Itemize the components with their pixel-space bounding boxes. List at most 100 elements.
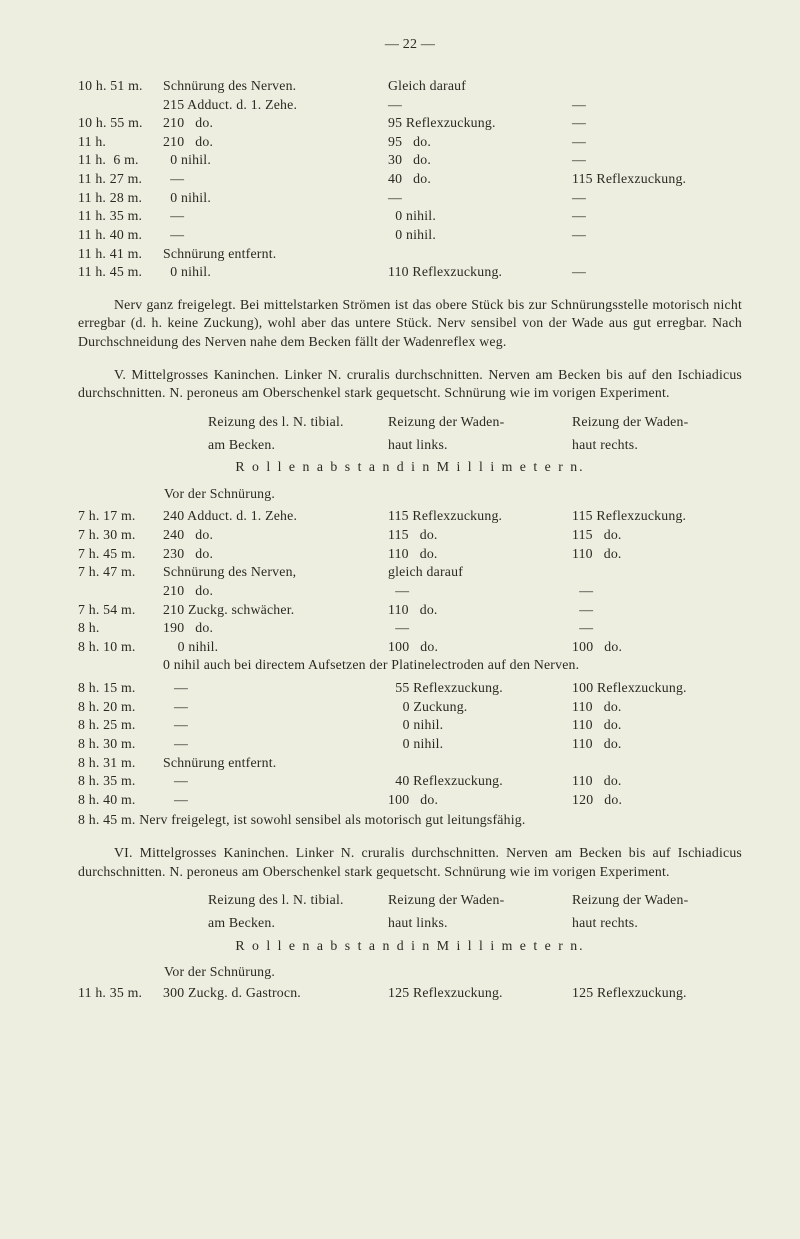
heading-haut-rechts: haut rechts. <box>572 436 742 455</box>
time-cell: 8 h. 35 m. <box>78 772 163 791</box>
measure-cell: — <box>163 170 388 189</box>
time-cell <box>78 96 163 115</box>
measure-cell: 210 do. <box>163 582 388 601</box>
reflex-links-cell: 110 do. <box>388 545 572 564</box>
measure-cell: Schnürung des Nerven. <box>163 77 388 96</box>
time-cell: 10 h. 51 m. <box>78 77 163 96</box>
table-row: 7 h. 17 m.240 Adduct. d. 1. Zehe.115 Ref… <box>78 507 742 526</box>
time-cell: 11 h. 6 m. <box>78 151 163 170</box>
vor-schnurung-b: Vor der Schnürung. <box>164 485 742 504</box>
tail-line: 8 h. 45 m. Nerv freigelegt, ist sowohl s… <box>78 811 742 830</box>
reflex-rechts-cell <box>572 563 742 582</box>
reflex-rechts-cell: 125 Reflexzuckung. <box>572 984 742 1003</box>
measure-cell: — <box>163 772 388 791</box>
time-cell: 7 h. 45 m. <box>78 545 163 564</box>
table-row: 8 h. 31 m.Schnürung entfernt. <box>78 754 742 773</box>
reflex-rechts-cell: — <box>572 263 742 282</box>
heading-tibial-2: Reizung des l. N. tibial. <box>208 891 388 910</box>
time-cell: 11 h. 41 m. <box>78 245 163 264</box>
measure-cell: — <box>163 226 388 245</box>
time-cell: 11 h. 35 m. <box>78 984 163 1003</box>
measure-cell: 0 nihil. <box>163 638 388 657</box>
reflex-links-cell: — <box>388 582 572 601</box>
reflex-links-cell <box>388 245 572 264</box>
paragraph-3: VI. Mittelgrosses Kaninchen. Linker N. c… <box>78 844 742 881</box>
time-cell: 8 h. 10 m. <box>78 638 163 657</box>
table-row: 10 h. 51 m.Schnürung des Nerven.Gleich d… <box>78 77 742 96</box>
measure-cell: 0 nihil. <box>163 151 388 170</box>
reflex-links-cell: 0 Zuckung. <box>388 698 572 717</box>
reflex-links-cell: gleich darauf <box>388 563 572 582</box>
reflex-links-cell: Gleich darauf <box>388 77 572 96</box>
reflex-rechts-cell: 120 do. <box>572 791 742 810</box>
reflex-links-cell: 110 Reflexzuckung. <box>388 263 572 282</box>
vor-schnurung-c: Vor der Schnürung. <box>164 963 742 982</box>
reflex-links-cell: 125 Reflexzuckung. <box>388 984 572 1003</box>
column-heading-c-line1: Reizung des l. N. tibial. Reizung der Wa… <box>78 891 742 910</box>
reflex-links-cell: 0 nihil. <box>388 716 572 735</box>
measure-cell: 240 Adduct. d. 1. Zehe. <box>163 507 388 526</box>
reflex-links-cell: 55 Reflexzuckung. <box>388 679 572 698</box>
time-cell: 11 h. 35 m. <box>78 207 163 226</box>
page-number: — 22 — <box>78 36 742 55</box>
table-row: 8 h. 30 m. — 0 nihil.110 do. <box>78 735 742 754</box>
time-cell <box>78 582 163 601</box>
table-row: 8 h. 35 m. — 40 Reflexzuckung.110 do. <box>78 772 742 791</box>
table-row: 8 h. 15 m. — 55 Reflexzuckung.100 Reflex… <box>78 679 742 698</box>
table-row: 10 h. 55 m.210 do.95 Reflexzuckung.— <box>78 114 742 133</box>
table-row: 7 h. 54 m.210 Zuckg. schwächer.110 do. — <box>78 601 742 620</box>
table-row: 11 h. 6 m. 0 nihil.30 do.— <box>78 151 742 170</box>
measure-cell: 230 do. <box>163 545 388 564</box>
table-row: 11 h. 28 m. 0 nihil.—— <box>78 189 742 208</box>
measure-cell: 210 Zuckg. schwächer. <box>163 601 388 620</box>
mid-note-text: 0 nihil auch bei directem Aufsetzen der … <box>163 656 742 675</box>
table-section-a: 10 h. 51 m.Schnürung des Nerven.Gleich d… <box>78 77 742 282</box>
reflex-rechts-cell <box>572 77 742 96</box>
table-section-b1: 7 h. 17 m.240 Adduct. d. 1. Zehe.115 Ref… <box>78 507 742 656</box>
heading-haut-links: haut links. <box>388 436 572 455</box>
reflex-rechts-cell: 100 Reflexzuckung. <box>572 679 742 698</box>
heading-becken-2: am Becken. <box>208 914 388 933</box>
reflex-links-cell: 0 nihil. <box>388 226 572 245</box>
measure-cell: 0 nihil. <box>163 189 388 208</box>
reflex-links-cell: 115 do. <box>388 526 572 545</box>
table-row: 11 h. 45 m. 0 nihil.110 Reflexzuckung.— <box>78 263 742 282</box>
table-section-b2: 8 h. 15 m. — 55 Reflexzuckung.100 Reflex… <box>78 679 742 809</box>
reflex-rechts-cell: 110 do. <box>572 545 742 564</box>
reflex-rechts-cell: — <box>572 601 742 620</box>
measure-cell: 210 do. <box>163 114 388 133</box>
reflex-links-cell: 100 do. <box>388 638 572 657</box>
time-cell: 11 h. 45 m. <box>78 263 163 282</box>
table-row: 7 h. 47 m.Schnürung des Nerven,gleich da… <box>78 563 742 582</box>
reflex-rechts-cell: — <box>572 151 742 170</box>
table-row: 210 do. — — <box>78 582 742 601</box>
reflex-rechts-cell: 110 do. <box>572 716 742 735</box>
table-row: 11 h. 41 m.Schnürung entfernt. <box>78 245 742 264</box>
reflex-links-cell: — <box>388 189 572 208</box>
table-row: 215 Adduct. d. 1. Zehe.—— <box>78 96 742 115</box>
heading-links-2: Reizung der Waden- <box>388 891 572 910</box>
time-cell: 8 h. 40 m. <box>78 791 163 810</box>
reflex-links-cell: 115 Reflexzuckung. <box>388 507 572 526</box>
time-cell: 8 h. 15 m. <box>78 679 163 698</box>
measure-cell: — <box>163 679 388 698</box>
reflex-rechts-cell: — <box>572 226 742 245</box>
time-cell: 8 h. 30 m. <box>78 735 163 754</box>
reflex-links-cell: 30 do. <box>388 151 572 170</box>
time-cell: 8 h. 20 m. <box>78 698 163 717</box>
reflex-rechts-cell: 110 do. <box>572 735 742 754</box>
measure-cell: 210 do. <box>163 133 388 152</box>
measure-cell: — <box>163 735 388 754</box>
table-row: 11 h. 40 m. — 0 nihil.— <box>78 226 742 245</box>
measure-cell: Schnürung entfernt. <box>163 754 388 773</box>
time-cell: 7 h. 30 m. <box>78 526 163 545</box>
reflex-rechts-cell: — <box>572 619 742 638</box>
heading-tibial: Reizung des l. N. tibial. <box>208 413 388 432</box>
time-cell: 8 h. 31 m. <box>78 754 163 773</box>
reflex-rechts-cell: 110 do. <box>572 772 742 791</box>
time-cell: 7 h. 54 m. <box>78 601 163 620</box>
reflex-links-cell: 0 nihil. <box>388 735 572 754</box>
table-row: 8 h. 10 m. 0 nihil.100 do.100 do. <box>78 638 742 657</box>
paragraph-1: Nerv ganz freigelegt. Bei mittelstarken … <box>78 296 742 352</box>
reflex-rechts-cell: — <box>572 207 742 226</box>
